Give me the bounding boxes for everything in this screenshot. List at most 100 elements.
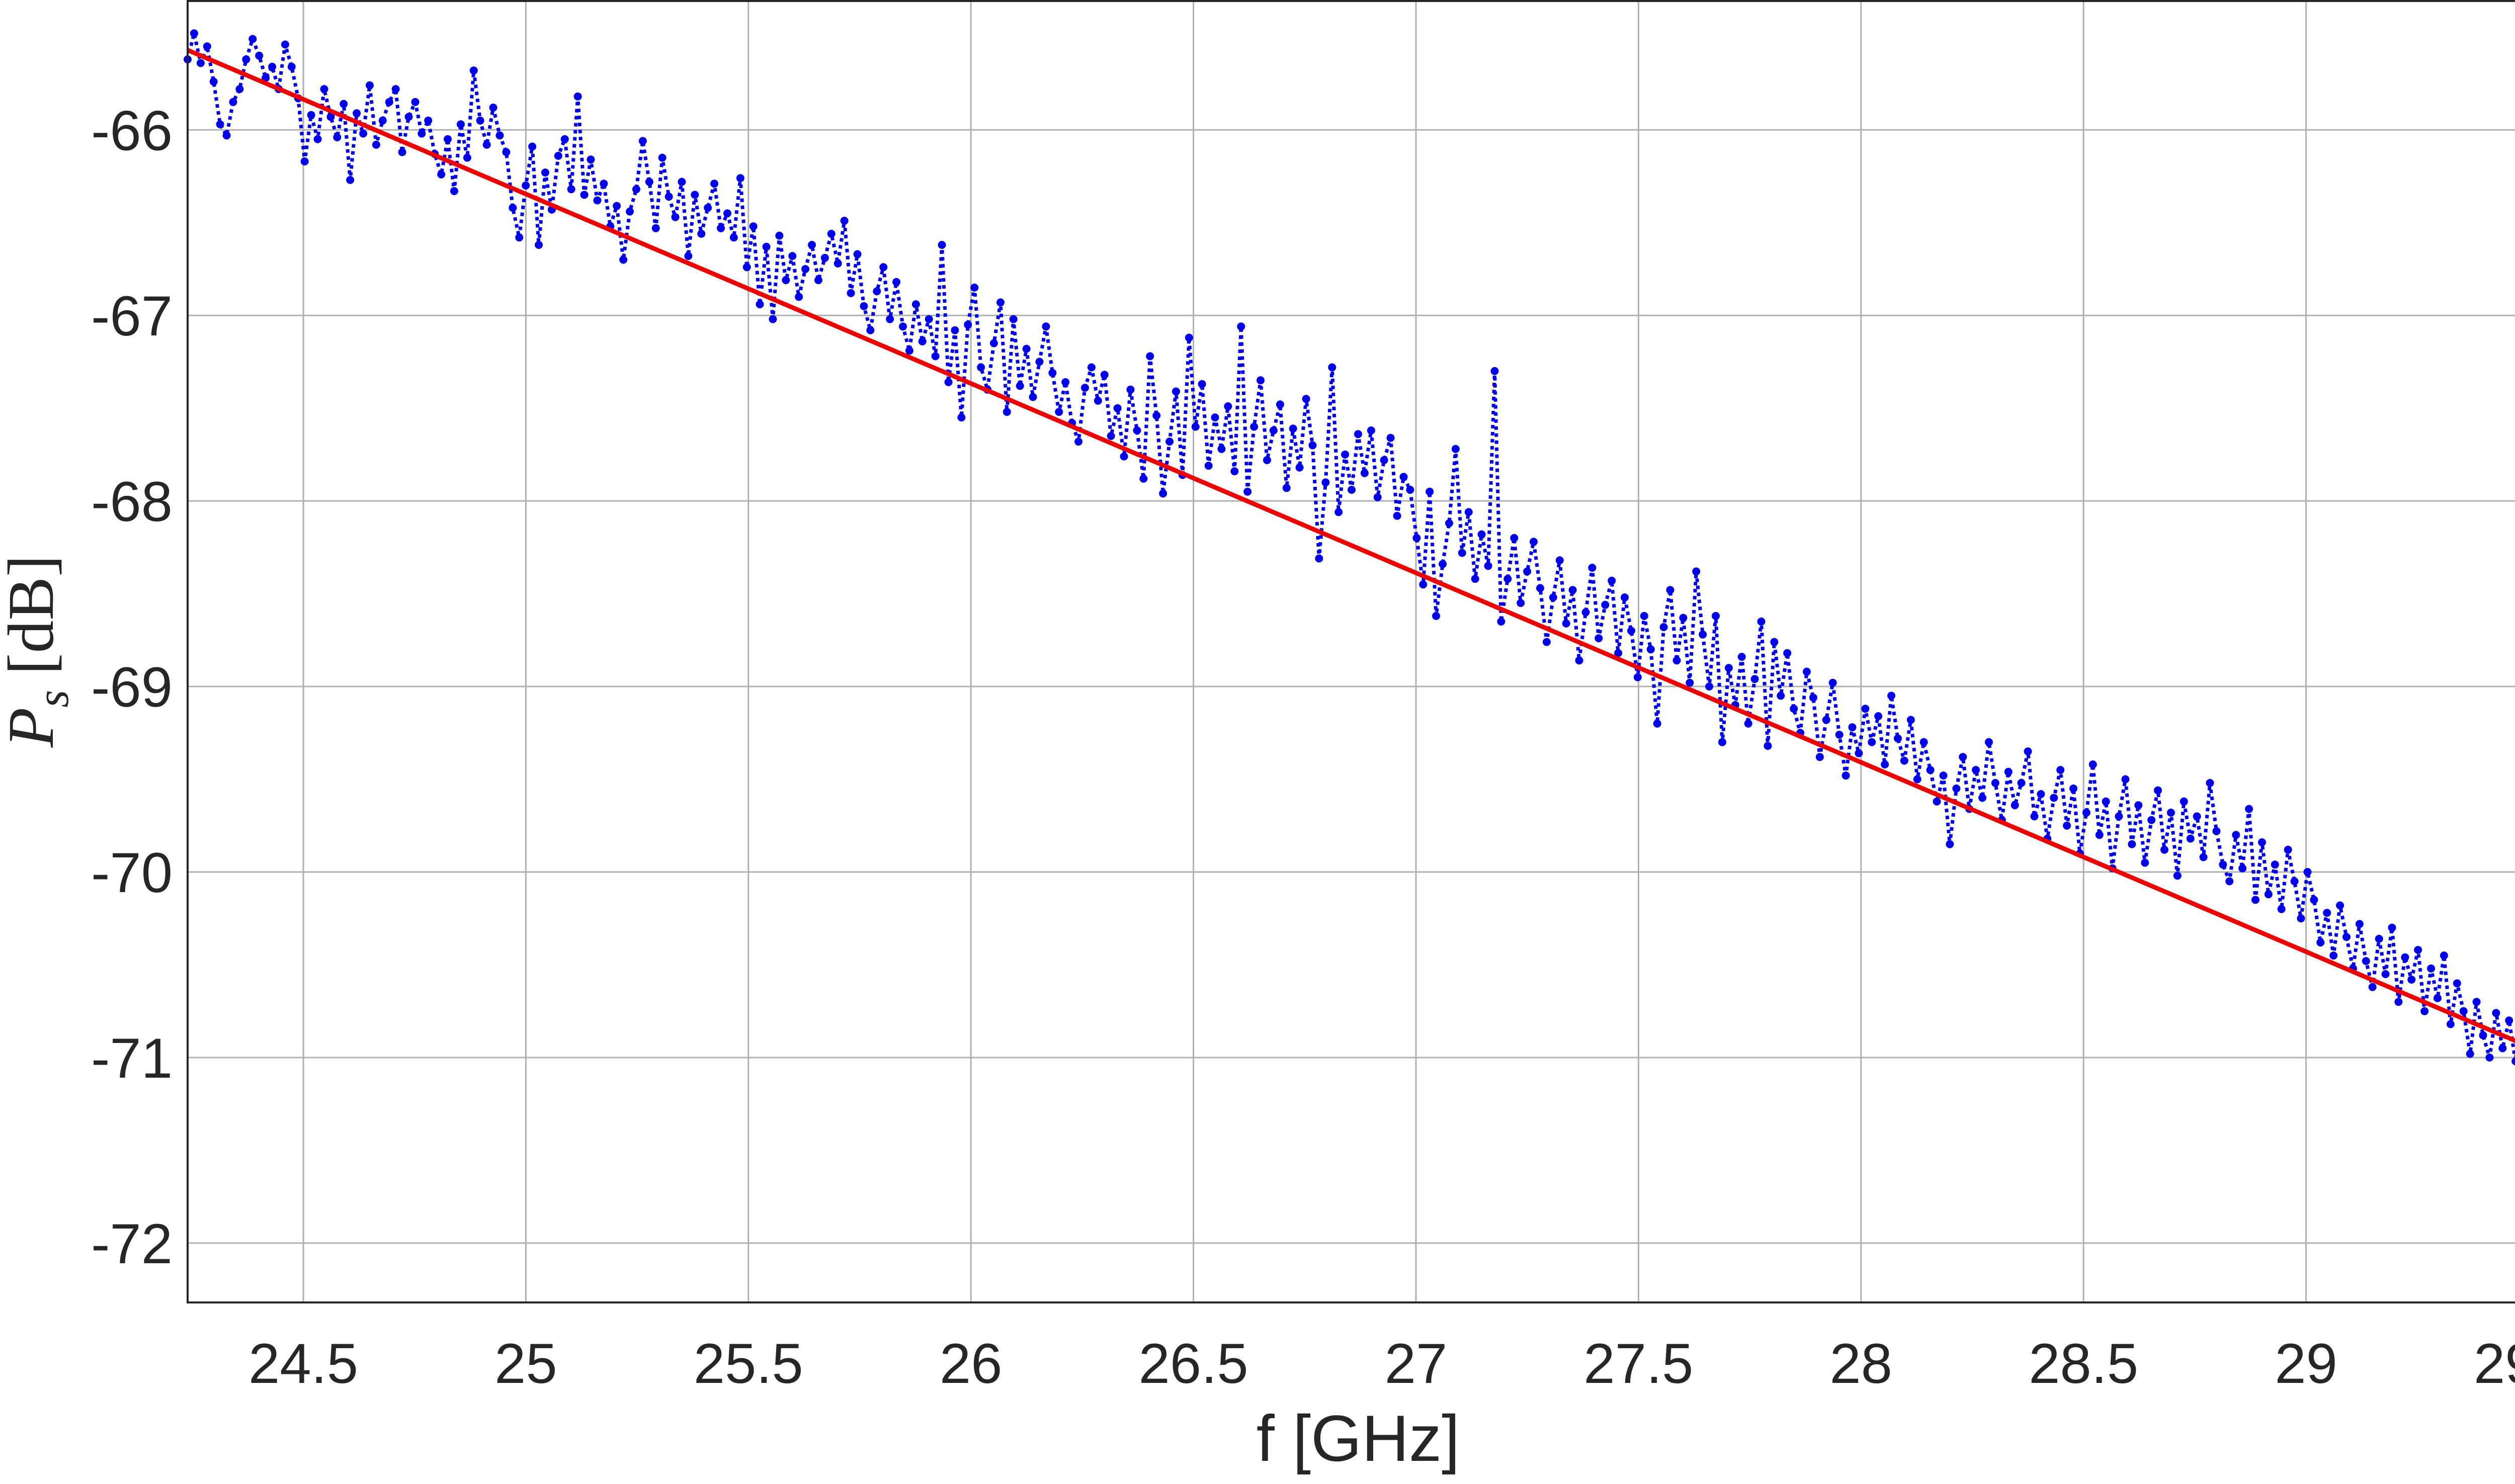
data-point	[1933, 797, 1941, 806]
data-point	[2381, 970, 2390, 978]
data-point	[944, 378, 953, 386]
data-point	[2485, 1054, 2494, 1062]
data-point	[463, 153, 471, 162]
data-point	[1107, 432, 1115, 440]
data-point	[2440, 951, 2448, 960]
data-point	[2154, 786, 2162, 795]
data-point	[2271, 860, 2279, 869]
data-point	[1562, 619, 1570, 628]
data-point	[203, 42, 211, 51]
data-point	[2258, 838, 2266, 846]
data-point	[704, 204, 712, 212]
data-point	[1718, 738, 1726, 746]
data-point	[1542, 638, 1551, 646]
data-point	[1523, 567, 1532, 576]
y-axis-label: Ps [dB]	[0, 555, 78, 748]
data-point	[691, 191, 699, 199]
data-point	[573, 92, 582, 101]
data-point	[762, 242, 771, 251]
data-point	[2095, 831, 2104, 839]
data-point	[372, 140, 380, 149]
data-point	[2375, 934, 2383, 943]
x-tick-label: 26.5	[1139, 1332, 1248, 1395]
data-point	[2446, 1020, 2455, 1028]
data-point	[801, 265, 810, 273]
data-point	[1959, 753, 1967, 761]
data-point	[229, 98, 237, 106]
data-point	[1828, 678, 1837, 687]
data-point	[2121, 775, 2130, 783]
data-point	[190, 29, 198, 38]
data-point	[925, 315, 933, 323]
y-axis-label-subscript: s	[28, 690, 78, 708]
data-point	[1360, 469, 1369, 477]
data-point	[262, 74, 270, 82]
data-point	[1152, 411, 1161, 420]
data-point	[2056, 766, 2065, 774]
data-point	[2245, 805, 2253, 813]
data-point	[1770, 638, 1779, 646]
data-point	[1289, 424, 1297, 433]
data-point	[1530, 538, 1538, 546]
data-point	[2511, 1057, 2515, 1066]
data-point	[1334, 508, 1343, 516]
data-point	[892, 278, 901, 286]
data-point	[1510, 534, 1519, 542]
data-point	[1614, 649, 1623, 657]
data-point	[1477, 530, 1486, 539]
data-point	[2303, 868, 2312, 876]
data-point	[1919, 738, 1928, 746]
data-point	[1341, 450, 1350, 459]
y-tick-label: -68	[91, 470, 173, 533]
y-tick-label: -70	[91, 841, 173, 904]
data-point	[1686, 678, 1694, 687]
data-point	[2472, 998, 2481, 1006]
data-point	[1803, 667, 1811, 676]
data-point	[1204, 462, 1213, 470]
data-point	[2277, 905, 2286, 913]
data-point	[847, 289, 855, 297]
data-point	[313, 135, 322, 143]
data-point	[2238, 864, 2247, 872]
data-point	[346, 176, 355, 184]
data-point	[957, 413, 966, 422]
data-point	[1633, 673, 1642, 681]
x-tick-labels: 24.5 25 25.5 26 26.5 27 27.5 28 28.5 29 29.5	[248, 1332, 2515, 1395]
data-point	[2017, 779, 2026, 787]
data-point	[528, 142, 537, 151]
data-point	[1035, 358, 1044, 366]
data-point	[326, 113, 335, 121]
data-point	[1790, 705, 1798, 713]
data-point	[2362, 957, 2370, 966]
series-linear-fit	[187, 48, 2515, 1043]
data-point	[808, 241, 816, 249]
data-point	[2414, 946, 2422, 954]
data-point	[2316, 938, 2325, 947]
data-point	[1243, 487, 1252, 496]
data-point	[775, 231, 784, 240]
data-point	[560, 135, 569, 143]
data-point	[196, 59, 205, 67]
data-point	[2459, 1007, 2468, 1015]
data-point	[482, 140, 491, 149]
data-point	[795, 293, 803, 301]
data-point	[651, 224, 660, 232]
data-point	[2336, 901, 2344, 910]
data-point	[417, 129, 426, 138]
data-point	[769, 315, 777, 323]
data-point	[366, 81, 374, 90]
data-point	[450, 187, 458, 195]
data-point	[717, 224, 725, 232]
data-point	[1250, 422, 1259, 431]
data-point	[281, 40, 289, 49]
data-point	[964, 320, 972, 329]
data-point	[1978, 794, 1987, 802]
data-point	[1230, 467, 1239, 476]
data-point	[736, 174, 744, 183]
data-point	[1575, 656, 1583, 665]
data-point	[1517, 599, 1525, 607]
x-tick-label: 27	[1385, 1332, 1448, 1395]
data-point	[1126, 385, 1135, 394]
x-tick-label: 27.5	[1583, 1332, 1693, 1395]
data-point	[645, 178, 653, 186]
